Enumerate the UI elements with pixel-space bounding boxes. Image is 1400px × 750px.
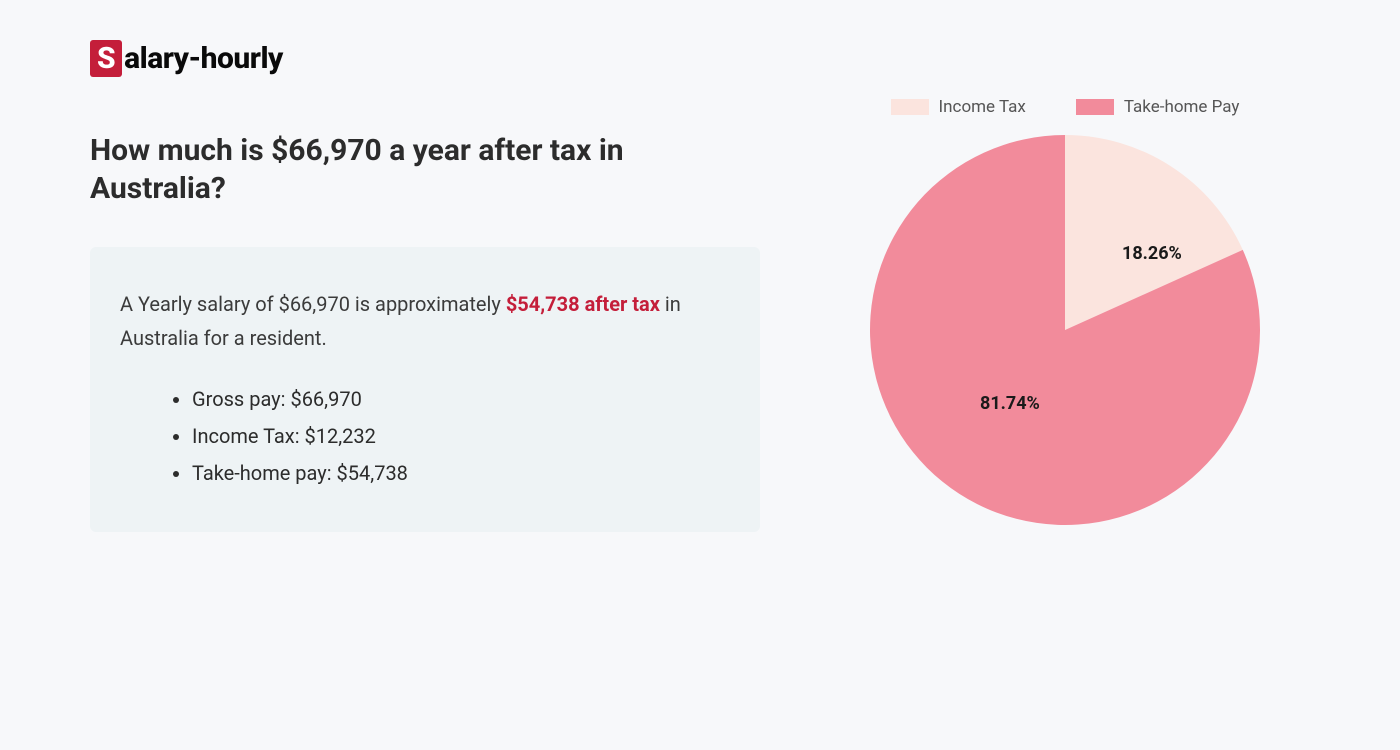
legend-label: Income Tax xyxy=(939,97,1026,117)
pie-chart: 18.26% 81.74% xyxy=(870,135,1260,525)
logo-badge: S xyxy=(90,40,122,77)
legend-swatch xyxy=(1076,99,1114,115)
pie-slice-label: 81.74% xyxy=(980,393,1040,414)
pie-svg xyxy=(870,135,1260,525)
pie-slice-label: 18.26% xyxy=(1122,243,1182,264)
list-item: Income Tax: $12,232 xyxy=(192,418,730,455)
list-item: Gross pay: $66,970 xyxy=(192,381,730,418)
legend-item-income-tax: Income Tax xyxy=(891,97,1026,117)
summary-emphasis: $54,738 after tax xyxy=(506,292,660,316)
legend-swatch xyxy=(891,99,929,115)
logo-text: alary-hourly xyxy=(124,41,283,76)
list-item: Take-home pay: $54,738 xyxy=(192,455,730,492)
page-heading: How much is $66,970 a year after tax in … xyxy=(90,132,760,207)
legend-label: Take-home Pay xyxy=(1124,97,1240,117)
summary-pre: A Yearly salary of $66,970 is approximat… xyxy=(120,292,506,316)
site-logo: Salary-hourly xyxy=(90,40,1310,77)
breakdown-list: Gross pay: $66,970 Income Tax: $12,232 T… xyxy=(120,381,730,492)
summary-text: A Yearly salary of $66,970 is approximat… xyxy=(120,287,730,355)
summary-card: A Yearly salary of $66,970 is approximat… xyxy=(90,247,760,532)
pie-legend: Income Tax Take-home Pay xyxy=(891,97,1240,117)
legend-item-take-home: Take-home Pay xyxy=(1076,97,1240,117)
